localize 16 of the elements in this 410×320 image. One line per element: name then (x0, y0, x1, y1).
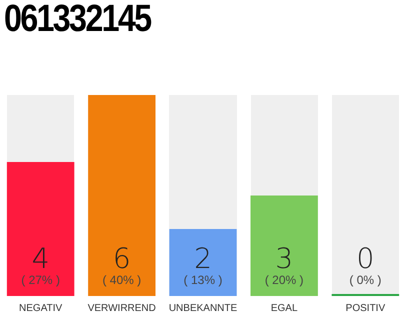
data-label: 6 (112, 242, 131, 275)
annotation: ( 27% ) (21, 273, 60, 287)
data-label: 3 (275, 242, 294, 275)
annotation: ( 13% ) (184, 273, 222, 287)
annotation: ( 0% ) (349, 273, 382, 287)
data-label: 2 (194, 242, 212, 275)
x-tick-label: NEGATIV (19, 302, 63, 314)
data-label: 0 (356, 242, 374, 275)
annotation: ( 20% ) (264, 273, 304, 287)
annotation: ( 40% ) (102, 273, 142, 287)
x-tick-label: POSITIV (346, 302, 386, 314)
x-tick-label: UNBEKANNTE (168, 302, 238, 314)
chart-title: 061332145 (4, 0, 150, 41)
x-tick-label: EGAL (270, 302, 298, 314)
x-tick-label: VERWIRREND (88, 302, 156, 314)
data-label: 4 (32, 242, 50, 275)
